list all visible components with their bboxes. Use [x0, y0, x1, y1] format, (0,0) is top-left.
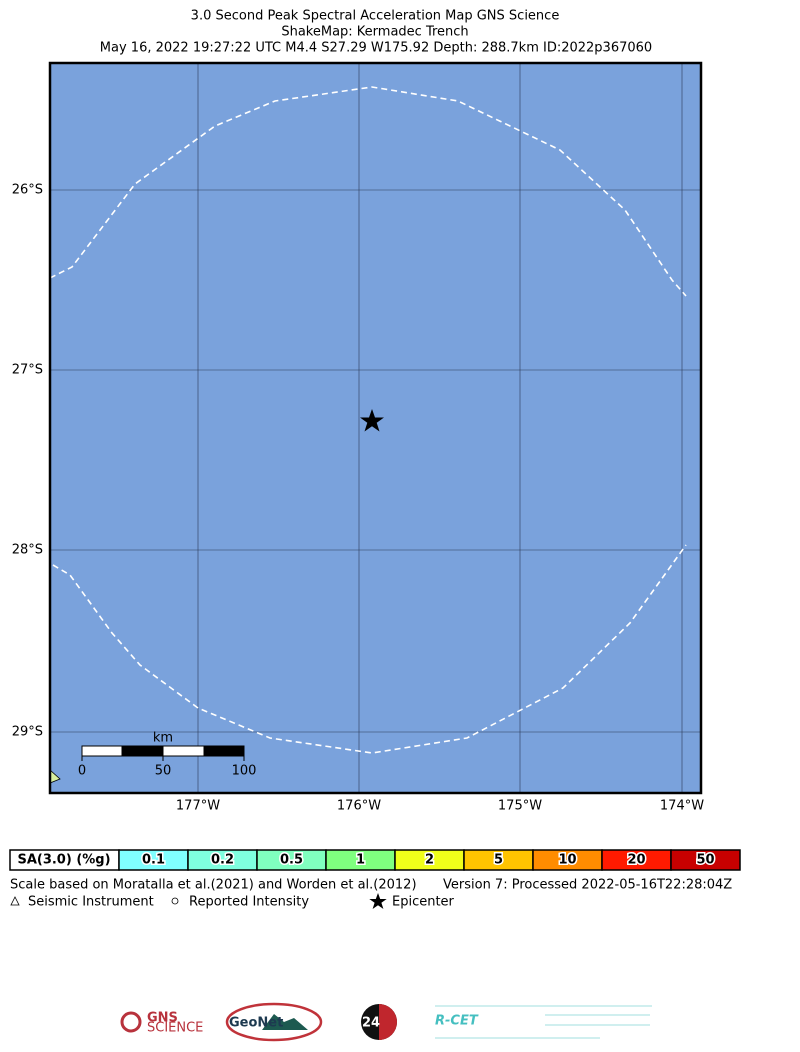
symbol-label: Epicenter	[392, 895, 455, 910]
title: 3.0 Second Peak Spectral Acceleration Ma…	[191, 9, 560, 24]
scale-label: 50	[155, 764, 172, 779]
logo-text: GeoNet	[229, 1016, 283, 1031]
instrument-icon	[10, 896, 20, 906]
scale-label: 100	[232, 764, 257, 779]
legend-label: 0.2	[211, 853, 234, 868]
legend-label: 2	[425, 853, 434, 868]
lat-label: 26°S	[12, 183, 43, 198]
symbol-label: Reported Intensity	[189, 895, 309, 910]
legend-label: 10	[558, 853, 576, 868]
lat-label: 27°S	[12, 363, 43, 378]
epicenter-icon	[369, 893, 387, 909]
logo-text: 24	[362, 1016, 380, 1031]
symbol-label: Seismic Instrument	[28, 895, 154, 910]
lon-label: 174°W	[660, 799, 704, 814]
legend-label: 1	[356, 853, 365, 868]
scale-note: Scale based on Moratalla et al.(2021) an…	[10, 878, 417, 893]
legend: SA(3.0) (%g) 0.1 0.2 0.5 1 2 5 10 20 50	[9, 849, 741, 871]
logo-text: GNS	[147, 1011, 178, 1026]
subtitle: ShakeMap: Kermadec Trench	[281, 25, 468, 40]
logos: GNS SCIENCE GeoNet 24 R-CET	[120, 1002, 652, 1042]
lon-label: 175°W	[498, 799, 542, 814]
legend-label: 50	[696, 853, 714, 868]
map-frame	[48, 61, 703, 795]
event-info: May 16, 2022 19:27:22 UTC M4.4 S27.29 W1…	[100, 41, 652, 56]
legend-swatch	[670, 849, 741, 871]
legend-label: 5	[494, 853, 503, 868]
intensity-icon	[171, 897, 179, 905]
graticule	[50, 63, 701, 793]
contour	[49, 86, 687, 297]
version-note: Version 7: Processed 2022-05-16T22:28:04…	[443, 878, 732, 893]
scale-bar	[81, 745, 245, 761]
contour	[52, 544, 687, 754]
lat-label: 28°S	[12, 543, 43, 558]
logo-text: SCIENCE	[147, 1021, 203, 1036]
lat-label: 29°S	[12, 725, 43, 740]
legend-label: 0.1	[142, 853, 165, 868]
lon-label: 177°W	[176, 799, 220, 814]
legend-label: 20	[627, 853, 645, 868]
lon-label: 176°W	[337, 799, 381, 814]
scale-unit: km	[153, 731, 173, 746]
scale-label: 0	[78, 764, 86, 779]
epicenter	[360, 409, 384, 432]
legend-title: SA(3.0) (%g)	[17, 853, 110, 868]
logo-text: R-CET	[435, 1014, 479, 1029]
legend-label: 0.5	[280, 853, 303, 868]
